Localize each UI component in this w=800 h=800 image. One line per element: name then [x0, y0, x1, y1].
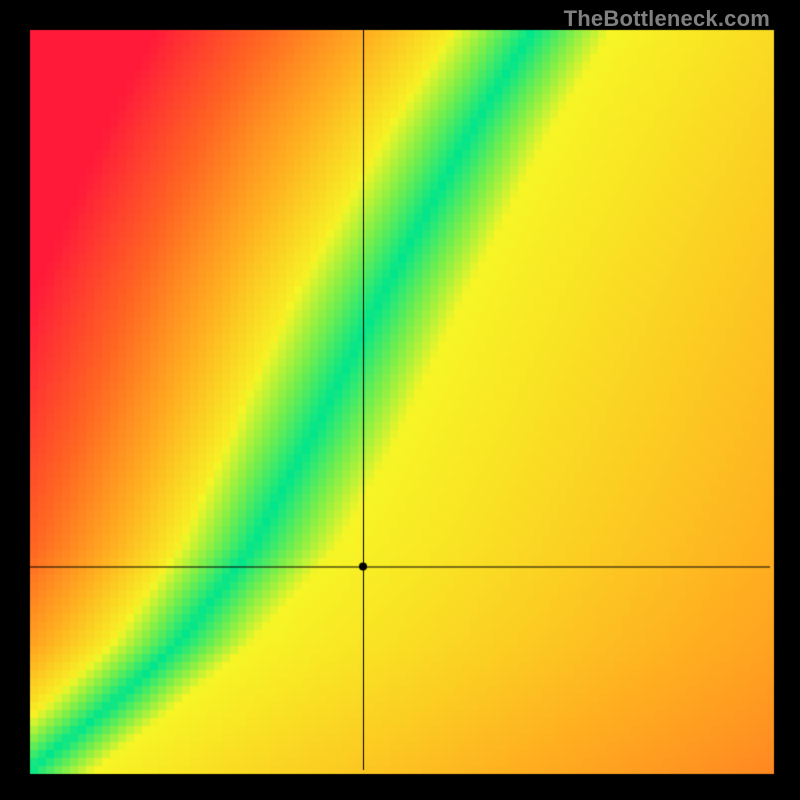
- watermark-text: TheBottleneck.com: [564, 6, 770, 32]
- heatmap-canvas: [0, 0, 800, 800]
- chart-container: TheBottleneck.com: [0, 0, 800, 800]
